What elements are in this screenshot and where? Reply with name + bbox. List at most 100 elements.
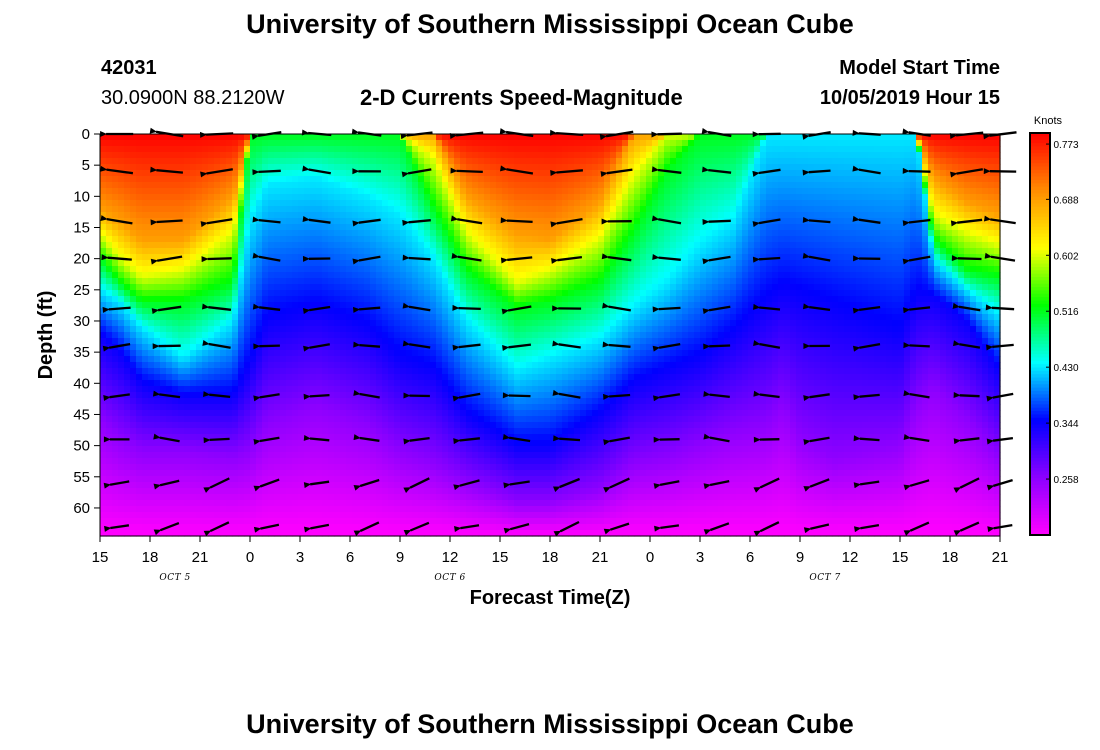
heatmap-cell xyxy=(538,446,545,453)
heatmap-cell xyxy=(352,368,359,375)
heatmap-cell xyxy=(166,380,173,387)
heatmap-cell xyxy=(118,134,125,141)
heatmap-cell xyxy=(340,134,347,141)
heatmap-cell xyxy=(136,194,143,201)
heatmap-cell xyxy=(178,272,185,279)
heatmap-cell xyxy=(190,308,197,315)
heatmap-cell xyxy=(496,320,503,327)
heatmap-cell xyxy=(532,296,539,303)
heatmap-cell xyxy=(454,416,461,423)
heatmap-cell xyxy=(448,254,455,261)
heatmap-cell xyxy=(376,248,383,255)
heatmap-cell xyxy=(400,236,407,243)
heatmap-cell xyxy=(484,284,491,291)
heatmap-cell xyxy=(454,512,461,519)
heatmap-cell xyxy=(172,392,179,399)
heatmap-cell xyxy=(418,224,425,231)
heatmap-cell xyxy=(328,266,335,273)
heatmap-cell xyxy=(286,188,293,195)
heatmap-cell xyxy=(532,260,539,267)
heatmap-cell xyxy=(166,296,173,303)
heatmap-cell xyxy=(160,224,167,231)
heatmap-cell xyxy=(142,134,149,141)
heatmap-cell xyxy=(448,428,455,435)
heatmap-cell xyxy=(436,200,443,207)
heatmap-cell xyxy=(178,158,185,165)
heatmap-cell xyxy=(532,314,539,321)
heatmap-cell xyxy=(196,440,203,447)
heatmap-cell xyxy=(514,296,521,303)
heatmap-cell xyxy=(298,350,305,357)
heatmap-cell xyxy=(424,416,431,423)
heatmap-cell xyxy=(262,230,269,237)
heatmap-cell xyxy=(232,314,239,321)
heatmap-cell xyxy=(532,476,539,483)
heatmap-cell xyxy=(274,506,281,513)
heatmap-cell xyxy=(172,266,179,273)
heatmap-cell xyxy=(376,332,383,339)
heatmap-cell xyxy=(154,338,161,345)
heatmap-cell xyxy=(220,380,227,387)
heatmap-cell xyxy=(136,392,143,399)
heatmap-cell xyxy=(400,452,407,459)
heatmap-cell xyxy=(208,230,215,237)
heatmap-cell xyxy=(376,482,383,489)
heatmap-cell xyxy=(508,278,515,285)
heatmap-cell xyxy=(328,506,335,513)
heatmap-cell xyxy=(370,266,377,273)
heatmap-cell xyxy=(514,158,521,165)
heatmap-cell xyxy=(460,506,467,513)
heatmap-cell xyxy=(382,338,389,345)
heatmap-cell xyxy=(496,488,503,495)
heatmap-cell xyxy=(214,434,221,441)
heatmap-cell xyxy=(280,206,287,213)
heatmap-cell xyxy=(364,182,371,189)
heatmap-cell xyxy=(334,236,341,243)
heatmap-cell xyxy=(478,134,485,141)
heatmap-cell xyxy=(220,464,227,471)
heatmap-cell xyxy=(418,236,425,243)
heatmap-cell xyxy=(292,170,299,177)
heatmap-cell xyxy=(130,494,137,501)
heatmap-cell xyxy=(532,392,539,399)
heatmap-cell xyxy=(418,464,425,471)
heatmap-cell xyxy=(166,158,173,165)
heatmap-cell xyxy=(478,146,485,153)
heatmap-cell xyxy=(340,530,347,537)
heatmap-cell xyxy=(124,200,131,207)
heatmap-cell xyxy=(310,488,317,495)
heatmap-cell xyxy=(388,494,395,501)
heatmap-cell xyxy=(244,320,251,327)
heatmap-cell xyxy=(334,362,341,369)
heatmap-cell xyxy=(544,170,551,177)
heatmap-cell xyxy=(244,212,251,219)
heatmap-cell xyxy=(406,332,413,339)
heatmap-cell xyxy=(544,194,551,201)
heatmap-cell xyxy=(478,362,485,369)
heatmap-cell xyxy=(298,134,305,141)
heatmap-cell xyxy=(238,524,245,531)
heatmap-cell xyxy=(418,308,425,315)
heatmap-cell xyxy=(154,194,161,201)
heatmap-cell xyxy=(400,302,407,309)
heatmap-cell xyxy=(460,200,467,207)
heatmap-cell xyxy=(172,242,179,249)
heatmap-cell xyxy=(502,362,509,369)
heatmap-cell xyxy=(508,338,515,345)
heatmap-cell xyxy=(214,428,221,435)
heatmap-cell xyxy=(154,464,161,471)
heatmap-cell xyxy=(538,428,545,435)
heatmap-cell xyxy=(418,290,425,297)
heatmap-cell xyxy=(484,380,491,387)
heatmap-cell xyxy=(388,140,395,147)
heatmap-cell xyxy=(430,476,437,483)
heatmap-cell xyxy=(208,404,215,411)
heatmap-cell xyxy=(316,410,323,417)
heatmap-cell xyxy=(502,206,509,213)
heatmap-cell xyxy=(238,470,245,477)
heatmap-cell xyxy=(346,398,353,405)
heatmap-cell xyxy=(478,410,485,417)
heatmap-cell xyxy=(130,434,137,441)
heatmap-cell xyxy=(100,518,107,525)
heatmap-cell xyxy=(112,164,119,171)
